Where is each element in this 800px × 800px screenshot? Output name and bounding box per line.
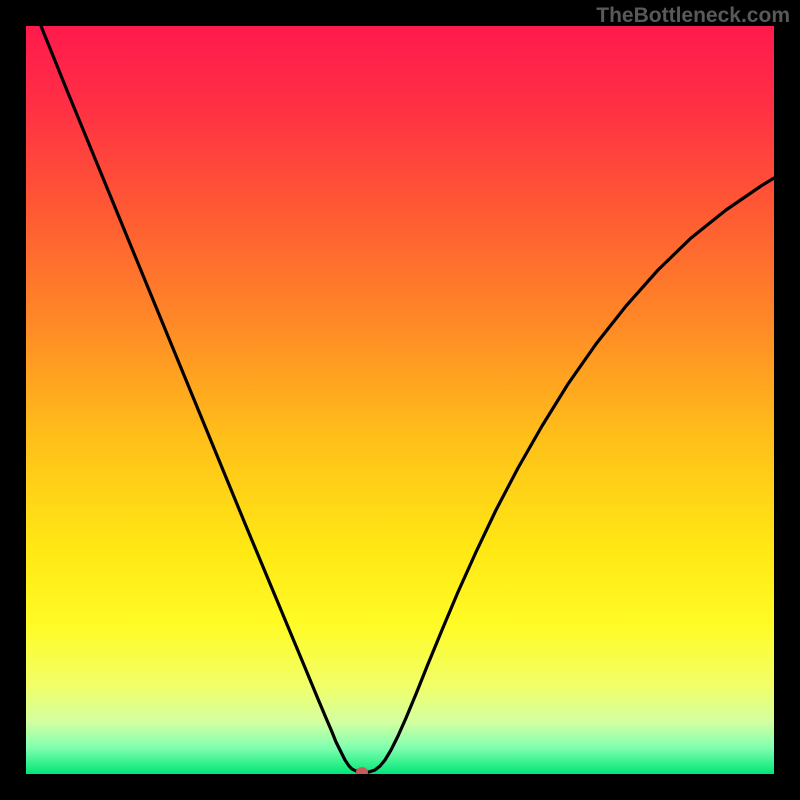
- chart-svg: [26, 26, 774, 774]
- plot-area: [26, 26, 774, 774]
- watermark-text: TheBottleneck.com: [596, 4, 790, 28]
- chart-container: TheBottleneck.com: [0, 0, 800, 800]
- gradient-background: [26, 26, 774, 774]
